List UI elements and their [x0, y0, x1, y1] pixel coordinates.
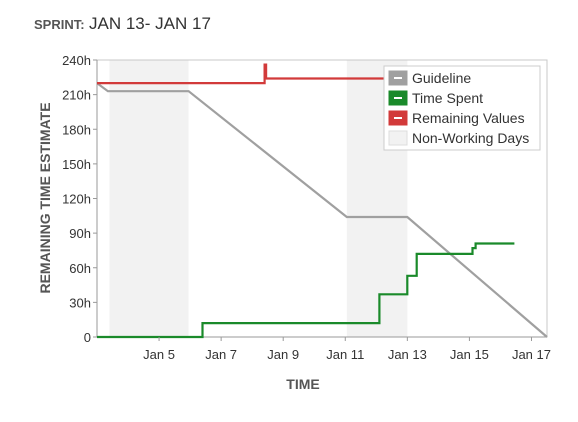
y-tick-label: 60h [69, 261, 91, 276]
legend-label-non-working-days[interactable]: Non-Working Days [412, 130, 529, 146]
x-tick-label: Jan 7 [205, 347, 237, 362]
y-tick-label: 90h [69, 226, 91, 241]
series-layer [96, 63, 548, 339]
x-axis-title: TIME [286, 376, 319, 392]
legend-box [383, 65, 541, 151]
y-tick-label: 180h [62, 122, 91, 137]
x-tick-label: Jan 11 [326, 347, 364, 362]
y-tick-label: 240h [62, 53, 91, 68]
x-tick-label: Jan 9 [267, 347, 299, 362]
legend-swatch-non-working-days[interactable] [388, 130, 408, 146]
sprint-label: SPRINT: [34, 17, 85, 32]
non-working-bands [109, 60, 408, 337]
y-tick-label: 150h [62, 157, 91, 172]
y-axis-title: REMAINING TIME ESTIMATE [37, 102, 53, 293]
series-line-remaining-values [97, 63, 405, 85]
sprint-header: SPRINT: JAN 13- JAN 17 [34, 14, 211, 34]
y-tick-label: 30h [69, 295, 91, 310]
series-line-time-spent [97, 242, 515, 339]
legend: Guideline Time Spent Remaining Values Non-W… [383, 65, 541, 151]
x-tick-label: Jan 15 [450, 347, 489, 362]
x-tick-label: Jan 5 [143, 347, 175, 362]
non-working-band-0 [109, 60, 189, 337]
y-tick-label: 120h [62, 192, 91, 207]
sprint-dates: JAN 13- JAN 17 [89, 14, 211, 33]
series-line-guideline [96, 82, 548, 338]
y-tick-label: 210h [62, 88, 91, 103]
x-tick-label: Jan 13 [388, 347, 427, 362]
legend-label-remaining-values[interactable]: Remaining Values [412, 110, 525, 126]
tick-labels: 0 30h 60h 90h 120h 150h 180h 210h 240h Jan 5 Jan 7… [62, 53, 551, 362]
legend-label-time-spent[interactable]: Time Spent [412, 90, 483, 106]
x-tick-label: Jan 17 [512, 347, 551, 362]
y-tick-label: 0 [84, 330, 91, 345]
legend-label-guideline[interactable]: Guideline [412, 70, 471, 86]
